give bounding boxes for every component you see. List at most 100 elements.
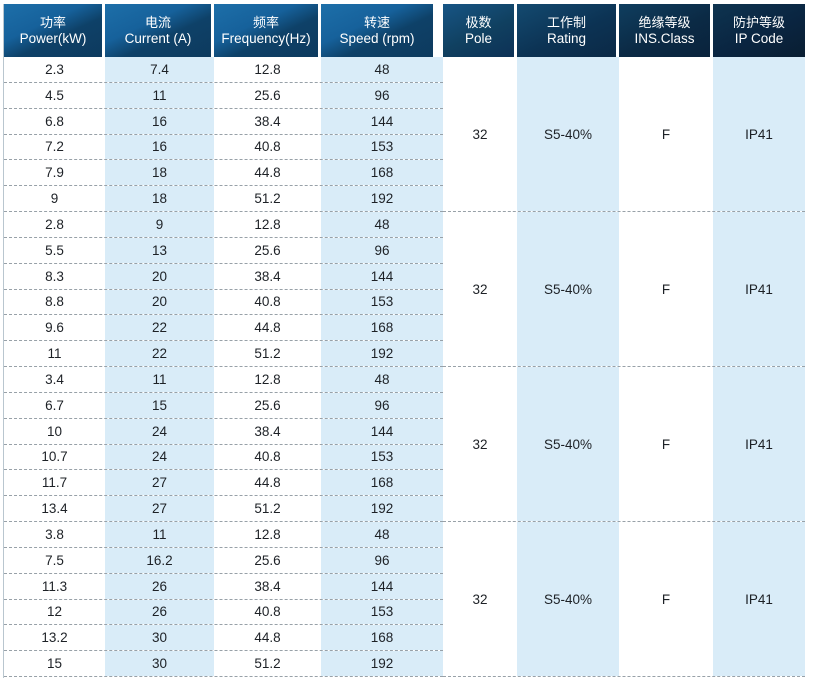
ins-class-cell: F: [661, 436, 671, 452]
table-cell: 144: [321, 418, 443, 444]
ip-code-cell: IP41: [713, 367, 805, 521]
table-left-border-line: [3, 4, 4, 678]
merged-group-row: 32 S5-40% F IP41: [443, 367, 805, 522]
table-cell: 16: [105, 134, 214, 160]
merged-group-row: 32 S5-40% F IP41: [443, 57, 805, 212]
header-label-zh: 电流: [144, 14, 171, 30]
table-cell: 48: [321, 57, 443, 82]
ip-code-cell: IP41: [713, 57, 805, 211]
column-header-rating: 工作制 Rating: [517, 4, 619, 57]
table-cell: 44.8: [254, 630, 281, 646]
table-cell: 11.3: [41, 578, 68, 594]
table-cell: 192: [321, 341, 443, 366]
table-cell: 9: [50, 191, 59, 207]
header-label-zh: 极数: [465, 14, 492, 30]
table-cell: 10.7: [41, 449, 68, 465]
table-cell: 38.4: [254, 268, 281, 284]
table-cell: 44.8: [254, 475, 281, 491]
table-cell: 38.4: [254, 423, 281, 439]
table-row: 11 22 51.2 192: [4, 341, 443, 367]
table-row: 9.6 22 44.8 168: [4, 315, 443, 342]
table-cell: 96: [321, 82, 443, 108]
table-cell: 11: [105, 82, 214, 108]
table-cell: 6.7: [45, 397, 64, 413]
table-cell: 24: [105, 418, 214, 444]
table-cell: 144: [321, 108, 443, 134]
table-cell: 27: [105, 496, 214, 521]
table-cell: 96: [321, 392, 443, 418]
table-cell: 26: [105, 573, 214, 599]
table-row: 7.2 16 40.8 153: [4, 134, 443, 161]
table-cell: 192: [321, 496, 443, 521]
table-row: 3.4 11 12.8 48: [4, 367, 443, 393]
table-row: 9 18 51.2 192: [4, 186, 443, 212]
rating-cell: S5-40%: [517, 212, 619, 366]
table-cell: 25.6: [254, 552, 281, 568]
table-row: 6.7 15 25.6 96: [4, 392, 443, 419]
table-cell: 24: [105, 444, 214, 470]
table-cell: 15: [46, 656, 63, 672]
table-cell: 168: [321, 315, 443, 341]
table-cell: 7.2: [45, 139, 64, 155]
table-cell: 22: [105, 315, 214, 341]
table-row: 8.8 20 40.8 153: [4, 289, 443, 316]
ins-class-cell: F: [661, 591, 671, 607]
table-row: 10 24 38.4 144: [4, 418, 443, 445]
ip-code-cell: IP41: [713, 212, 805, 366]
table-cell: 168: [321, 160, 443, 186]
table-cell: 9.6: [45, 320, 64, 336]
pole-cell: 32: [472, 281, 488, 297]
table-cell: 12.8: [254, 371, 281, 387]
table-cell: 44.8: [254, 320, 281, 336]
table-cell: 7.4: [105, 57, 214, 82]
table-cell: 48: [321, 212, 443, 237]
table-cell: 96: [321, 237, 443, 263]
header-label-en: Power(kW): [19, 30, 87, 46]
header-label-zh: 转速: [363, 14, 390, 30]
table-cell: 6.8: [45, 113, 64, 129]
table-cell: 25.6: [254, 242, 281, 258]
table-cell: 8.3: [45, 268, 64, 284]
table-cell: 26: [105, 599, 214, 625]
header-label-en: Frequency(Hz): [221, 30, 311, 46]
header-label-en: Pole: [464, 30, 493, 46]
table-cell: 18: [105, 186, 214, 211]
column-header-ip-code: 防护等级 IP Code: [713, 4, 805, 57]
table-cell: 12.8: [254, 216, 281, 232]
table-cell: 168: [321, 625, 443, 651]
column-header-speed-rpm: 转速 Speed (rpm): [321, 4, 443, 57]
table-cell: 51.2: [254, 656, 281, 672]
table-cell: 2.8: [45, 216, 64, 232]
table-cell: 11: [47, 346, 62, 362]
header-label-en: INS.Class: [634, 30, 695, 46]
table-row: 2.3 7.4 12.8 48: [4, 57, 443, 83]
table-row: 8.3 20 38.4 144: [4, 263, 443, 290]
ins-class-cell: F: [661, 281, 671, 297]
table-cell: 30: [105, 625, 214, 651]
merged-group-row: 32 S5-40% F IP41: [443, 522, 805, 677]
table-cell: 25.6: [254, 87, 281, 103]
table-cell: 38.4: [254, 578, 281, 594]
table-cell: 22: [105, 341, 214, 366]
table-cell: 168: [321, 470, 443, 496]
table-cell: 16.2: [105, 547, 214, 573]
table-cell: 18: [105, 160, 214, 186]
table-cell: 38.4: [254, 113, 281, 129]
table-cell: 16: [105, 108, 214, 134]
table-cell: 5.5: [45, 242, 64, 258]
table-cell: 192: [321, 651, 443, 676]
header-label-zh: 防护等级: [732, 14, 785, 30]
table-cell: 9: [105, 212, 214, 237]
table-cell: 44.8: [254, 165, 281, 181]
table-cell: 30: [105, 651, 214, 676]
merged-spec-columns: 32 S5-40% F IP41 32 S5-40% F IP41 32 S5-40% F IP41 3…: [443, 57, 805, 677]
header-label-zh: 功率: [39, 14, 66, 30]
table-cell: 48: [321, 522, 443, 547]
header-label-en: Rating: [546, 30, 587, 46]
table-row: 7.9 18 44.8 168: [4, 160, 443, 187]
table-cell: 40.8: [254, 449, 281, 465]
column-header-pole: 极数 Pole: [443, 4, 517, 57]
table-row: 13.2 30 44.8 168: [4, 625, 443, 652]
table-row: 11.7 27 44.8 168: [4, 470, 443, 497]
